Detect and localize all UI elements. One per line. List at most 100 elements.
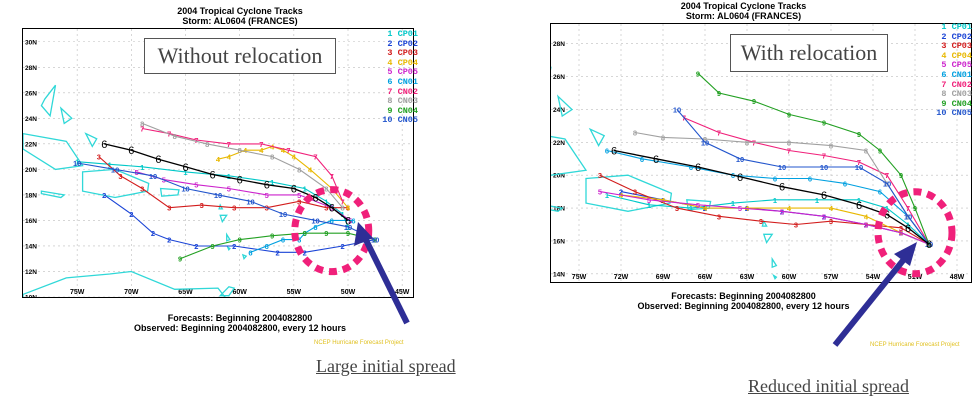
legend-entry: 5 CP05 <box>941 60 972 71</box>
track-marker-CP04: 4 <box>281 146 286 155</box>
track-map-svg: 75W 72W 69W 66W 63W 60W 57W 54W 51W 48W 14N 16N 18N 2… <box>551 24 971 282</box>
track-marker-CP05: 5 <box>738 204 742 213</box>
track-marker-CP03: 3 <box>829 217 833 226</box>
track-marker-observed: 6 <box>128 145 134 157</box>
x-tick-label: 55W <box>287 289 302 296</box>
observed-label: Observed: Beginning 2004082800, every 12… <box>133 323 347 333</box>
track-marker-CN04: 9 <box>717 89 721 98</box>
legend: 1 CP01 2 CP02 3 CP03 4 CP04 5 CP05 6 CN01 7 CN… <box>360 29 418 126</box>
track-marker-CP01: 1 <box>927 240 931 249</box>
track-marker-observed: 6 <box>905 223 911 235</box>
track-marker-CP05: 5 <box>194 181 198 190</box>
track-marker-CN03: 8 <box>703 135 707 144</box>
track-marker-CP03: 3 <box>598 171 602 180</box>
track-marker-CN04: 9 <box>303 229 307 238</box>
track-marker-CN02: 7 <box>717 128 721 137</box>
track-CN05 <box>77 162 376 241</box>
track-marker-CN05: 10 <box>73 159 81 168</box>
x-tick-label: 48W <box>950 274 965 281</box>
track-marker-CP01: 1 <box>324 197 328 206</box>
y-tick-label: 28N <box>25 65 37 72</box>
track-CP03 <box>599 174 930 245</box>
track-marker-CP03: 3 <box>97 153 101 162</box>
legend-entry: 7 CN02 <box>941 79 972 90</box>
legend-entry: 1 CP01 <box>941 22 972 32</box>
track-marker-observed: 6 <box>695 162 701 174</box>
land-outline <box>585 174 673 212</box>
track-marker-observed: 6 <box>312 192 318 204</box>
track-marker-observed: 6 <box>856 200 862 212</box>
track-marker-CN05: 10 <box>820 163 828 172</box>
track-marker-CN03: 8 <box>829 142 833 151</box>
track-marker-CN05: 10 <box>701 138 709 147</box>
track-marker-observed: 6 <box>329 203 335 215</box>
track-marker-CN05: 10 <box>311 216 319 225</box>
track-marker-CN05: 10 <box>246 197 254 206</box>
y-tick-label: 22N <box>553 140 565 147</box>
track-marker-CN01: 6 <box>878 188 882 197</box>
track-marker-CP04: 4 <box>292 153 297 162</box>
track-marker-CN04: 9 <box>324 229 328 238</box>
track-marker-CN01: 6 <box>640 155 644 164</box>
y-tick-label: 20N <box>25 167 37 174</box>
track-marker-CN04: 9 <box>787 110 791 119</box>
track-marker-CN01: 6 <box>605 147 609 156</box>
track-marker-observed: 6 <box>155 154 161 166</box>
track-marker-CP03: 3 <box>118 172 122 181</box>
track-marker-CN04: 9 <box>752 97 756 106</box>
land-outline <box>226 245 231 252</box>
track-marker-CN04: 9 <box>238 236 242 245</box>
track-marker-CP02: 2 <box>232 242 236 251</box>
track-marker-CN01: 6 <box>281 236 285 245</box>
track-marker-CN02: 7 <box>340 197 344 206</box>
track-marker-CP05: 5 <box>927 240 931 249</box>
track-CN01 <box>606 149 930 245</box>
track-marker-CN04: 9 <box>822 119 826 128</box>
track-marker-CN03: 8 <box>864 147 868 156</box>
track-marker-CP02: 2 <box>340 242 344 251</box>
storm-label: Storm: AL0604 (FRANCES) <box>685 11 802 21</box>
track-marker-CN04: 9 <box>857 130 861 139</box>
land-outline <box>588 127 606 147</box>
x-tick-label: 69W <box>656 274 671 281</box>
track-marker-observed: 6 <box>611 146 617 158</box>
label-box: With relocation <box>730 34 888 72</box>
track-marker-CP03: 3 <box>200 201 204 210</box>
x-tick-label: 75W <box>70 289 85 296</box>
track-CN04 <box>179 232 376 260</box>
y-tick-label: 16N <box>25 218 37 225</box>
x-tick-label: 45W <box>395 289 410 296</box>
annotation-label: Reduced initial spread <box>748 376 909 396</box>
track-map-svg: 75W 70W 65W 60W 55W 50W 45W 10N 12N 14N 16N 18N 20N 2… <box>23 29 413 297</box>
track-marker-CP01: 1 <box>227 172 231 181</box>
legend-entry: 2 CP02 <box>387 38 418 49</box>
track-marker-CP01: 1 <box>75 158 79 167</box>
y-tick-label: 22N <box>25 141 37 148</box>
track-marker-CN04: 9 <box>913 204 917 213</box>
track-marker-CP03: 3 <box>794 220 798 229</box>
track-marker-CN03: 8 <box>205 140 209 149</box>
track-marker-CP01: 1 <box>605 191 609 200</box>
track-marker-observed: 6 <box>926 239 932 251</box>
track-marker-CN03: 8 <box>633 128 637 137</box>
track-marker-CN04: 9 <box>270 232 274 241</box>
y-tick-label: 16N <box>553 238 565 245</box>
track-marker-CN03: 8 <box>238 146 242 155</box>
track-marker-CN01: 6 <box>248 248 252 257</box>
track-marker-CN04: 9 <box>210 242 214 251</box>
track-marker-CN03: 8 <box>787 138 791 147</box>
track-marker-CN01: 6 <box>351 216 355 225</box>
track-marker-CN01: 6 <box>773 174 777 183</box>
forecasts-label: Forecasts: Beginning 2004082800 <box>671 291 816 301</box>
legend-entry: 6 CN01 <box>941 69 972 80</box>
track-marker-CP01: 1 <box>731 199 735 208</box>
track-observed <box>104 143 349 221</box>
legend-entry: 3 CP03 <box>941 41 972 52</box>
track-marker-CN05: 10 <box>736 155 744 164</box>
annotation-label: Large initial spread <box>316 356 456 376</box>
track-marker-CP04: 4 <box>661 196 666 205</box>
y-tick-label: 12N <box>25 269 37 276</box>
track-marker-CP03: 3 <box>232 204 236 213</box>
land-outline <box>762 233 774 245</box>
track-CP05 <box>599 191 930 245</box>
